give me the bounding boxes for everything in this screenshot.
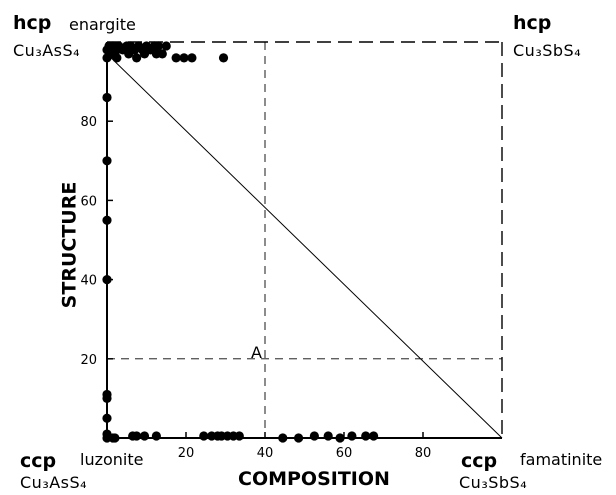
data-point xyxy=(132,53,142,63)
data-point xyxy=(102,156,112,166)
data-point xyxy=(309,431,319,441)
y-tick-label: 60 xyxy=(80,194,97,209)
top-right-lattice-label: hcp xyxy=(513,12,552,34)
x-tick-label: 40 xyxy=(257,446,274,461)
data-point xyxy=(132,431,142,441)
point-a-annotation: A xyxy=(251,343,262,362)
data-point xyxy=(161,41,171,51)
tie-line-segment xyxy=(106,53,503,439)
tie-line xyxy=(106,53,503,439)
data-point xyxy=(218,53,229,63)
bottom-left-mineral-label: luzonite xyxy=(80,450,144,469)
data-point xyxy=(102,389,112,400)
data-point xyxy=(171,53,181,63)
bottom-left-lattice-label: ccp xyxy=(20,450,57,472)
data-point xyxy=(179,53,189,63)
bottom-right-lattice-label: ccp xyxy=(461,450,498,472)
data-point xyxy=(102,275,112,285)
data-point xyxy=(278,433,288,443)
top-left-lattice-label: hcp xyxy=(13,12,52,34)
data-point xyxy=(110,433,120,443)
guide-lines xyxy=(107,42,502,438)
x-tick-label: 80 xyxy=(415,446,432,461)
data-point xyxy=(369,431,379,441)
data-point xyxy=(335,433,345,443)
y-tick-label: 40 xyxy=(80,274,97,289)
data-point xyxy=(234,431,244,441)
top-left-formula-label: Cu₃AsS₄ xyxy=(13,41,81,60)
x-tick-label: 20 xyxy=(178,446,195,461)
bottom-right-formula-label: Cu₃SbS₄ xyxy=(459,473,528,492)
x-axis-title: COMPOSITION xyxy=(238,468,390,490)
data-point xyxy=(361,431,371,441)
bottom-left-formula-label: Cu₃AsS₄ xyxy=(20,473,88,492)
data-point xyxy=(199,431,209,441)
chart-frame xyxy=(106,41,503,439)
data-point xyxy=(102,215,112,225)
data-point xyxy=(102,92,112,103)
top-right-formula-label: Cu₃SbS₄ xyxy=(513,41,582,60)
y-tick-label: 80 xyxy=(80,115,97,130)
data-points xyxy=(102,41,379,443)
data-point xyxy=(323,431,333,441)
top-left-mineral-label: enargite xyxy=(69,15,136,34)
data-point xyxy=(112,53,122,63)
y-axis-title: STRUCTURE xyxy=(58,181,81,309)
data-point xyxy=(139,431,150,441)
data-point xyxy=(293,433,304,443)
data-point xyxy=(151,431,161,441)
data-point xyxy=(347,431,357,441)
data-point xyxy=(187,53,197,63)
data-point xyxy=(102,413,112,423)
data-point xyxy=(153,41,163,51)
x-tick-label: 60 xyxy=(336,446,353,461)
data-point xyxy=(157,49,167,59)
axis-ticks: 20 40 60 80 20 40 60 80 xyxy=(80,115,431,461)
y-tick-label: 20 xyxy=(80,353,97,368)
bottom-right-mineral-label: famatinite xyxy=(520,450,603,469)
